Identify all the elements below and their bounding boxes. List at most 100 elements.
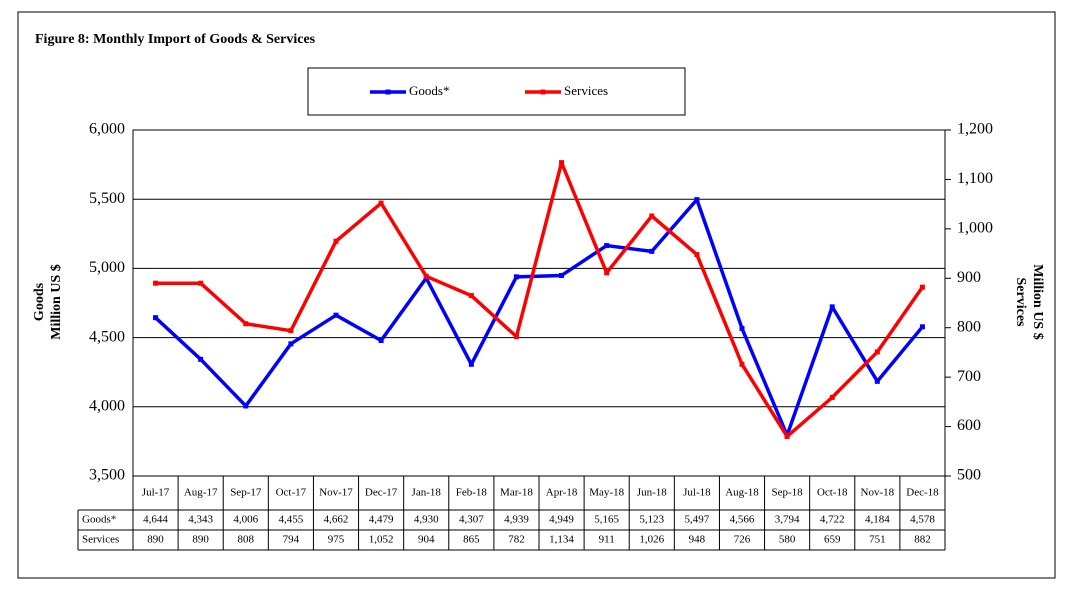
- x-tick-label: Jul-18: [683, 487, 711, 499]
- marker: [829, 304, 835, 310]
- marker: [243, 321, 249, 327]
- table-value: 4,343: [188, 514, 213, 526]
- y2-tick-label: 1,000: [957, 220, 993, 237]
- plot-area: [132, 129, 946, 477]
- marker: [153, 280, 159, 286]
- x-tick-label: Jan-18: [412, 487, 442, 499]
- y-tick-label: 3,500: [89, 467, 125, 484]
- table-value: 4,930: [414, 514, 439, 526]
- x-tick-label: Dec-17: [365, 487, 398, 499]
- marker: [198, 280, 204, 286]
- table-value: 4,479: [369, 514, 394, 526]
- table-value: 882: [914, 534, 931, 546]
- x-tick-label: Nov-17: [319, 487, 353, 499]
- x-tick-label: Oct-18: [817, 487, 848, 499]
- line: [154, 197, 924, 438]
- marker: [919, 284, 925, 290]
- legend-box: [307, 67, 686, 116]
- y2-tick-label: 500: [957, 467, 981, 484]
- y-tick-label: 5,000: [89, 259, 125, 276]
- table-value: 4,662: [324, 514, 349, 526]
- marker: [288, 341, 294, 347]
- table-value: 948: [689, 534, 706, 546]
- marker: [694, 197, 700, 203]
- table-value: 4,578: [910, 514, 935, 526]
- line: [155, 160, 924, 439]
- table-value: 808: [238, 534, 255, 546]
- marker: [513, 274, 519, 280]
- table-value: 659: [824, 534, 841, 546]
- marker: [649, 213, 655, 219]
- y2-axis-label: Million US $: [1030, 264, 1045, 339]
- marker: [604, 270, 610, 276]
- table-value: 782: [508, 534, 525, 546]
- marker: [739, 325, 745, 331]
- marker: [243, 403, 249, 409]
- table-value: 4,939: [504, 514, 529, 526]
- marker: [649, 248, 655, 254]
- marker: [559, 272, 565, 278]
- table-value: 890: [192, 534, 209, 546]
- x-tick-label: Nov-18: [861, 487, 895, 499]
- marker: [874, 378, 880, 384]
- table-value: 1,052: [369, 534, 394, 546]
- table-value: 4,184: [865, 514, 890, 526]
- y-tick-label: 6,000: [89, 121, 125, 138]
- y2-tick-label: 1,100: [957, 170, 993, 187]
- table-value: 3,794: [775, 514, 800, 526]
- x-tick-label: Apr-18: [546, 487, 578, 499]
- legend-label: Services: [564, 83, 608, 98]
- y2-tick-label: 600: [957, 417, 981, 434]
- table-value: 911: [599, 534, 615, 546]
- marker: [829, 394, 835, 400]
- table-value: 4,722: [820, 514, 845, 526]
- row-header: Services: [82, 534, 119, 546]
- table-value: 4,006: [233, 514, 258, 526]
- x-tick-label: Jul-17: [142, 487, 170, 499]
- marker: [694, 252, 700, 258]
- table-value: 4,949: [549, 514, 574, 526]
- x-tick-label: Feb-18: [456, 487, 488, 499]
- x-tick-label: Jun-18: [637, 487, 667, 499]
- y2-tick-label: 900: [957, 269, 981, 286]
- x-tick-label: May-18: [589, 487, 624, 499]
- y-tick-label: 4,000: [89, 397, 125, 414]
- x-tick-label: Oct-17: [276, 487, 307, 499]
- legend-label: Goods*: [409, 83, 449, 98]
- table-value: 726: [734, 534, 751, 546]
- table-value: 904: [418, 534, 435, 546]
- marker: [874, 349, 880, 355]
- marker: [513, 334, 519, 340]
- marker: [784, 433, 790, 439]
- marker: [739, 361, 745, 367]
- table-value: 580: [779, 534, 796, 546]
- table-value: 5,497: [685, 514, 710, 526]
- table-value: 865: [463, 534, 480, 546]
- table-value: 4,307: [459, 514, 484, 526]
- marker: [604, 243, 610, 249]
- marker: [423, 273, 429, 279]
- x-tick-label: Dec-18: [906, 487, 939, 499]
- y-axis-label: Goods: [32, 282, 47, 321]
- marker: [288, 328, 294, 334]
- marker: [198, 356, 204, 362]
- table-value: 4,455: [279, 514, 304, 526]
- table-value: 794: [283, 534, 300, 546]
- y-tick-label: 4,500: [89, 328, 125, 345]
- marker: [468, 293, 474, 299]
- frame: [17, 11, 1056, 579]
- marker: [333, 238, 339, 244]
- x-tick-label: Mar-18: [500, 487, 533, 499]
- legend-marker: [540, 89, 546, 95]
- table-value: 1,134: [549, 534, 574, 546]
- x-tick-label: Aug-17: [184, 487, 218, 499]
- y-tick-label: 5,500: [89, 190, 125, 207]
- table-value: 5,123: [639, 514, 664, 526]
- x-tick-label: Aug-18: [725, 487, 759, 499]
- marker: [333, 312, 339, 318]
- marker: [559, 160, 565, 166]
- marker: [468, 361, 474, 367]
- x-tick-label: Sep-18: [772, 487, 804, 499]
- table-value: 890: [147, 534, 164, 546]
